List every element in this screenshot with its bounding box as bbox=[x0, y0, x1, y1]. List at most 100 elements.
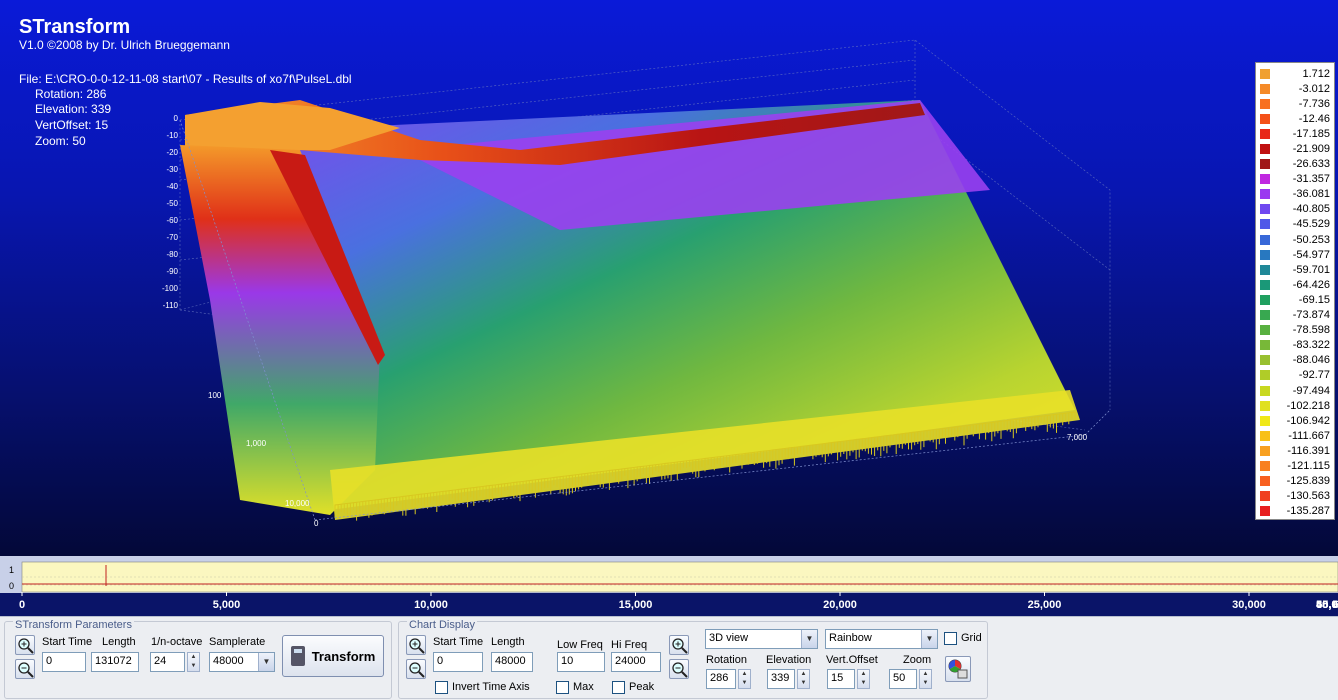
chart-length-input[interactable]: 48000 bbox=[491, 652, 533, 672]
palette-dropdown-icon[interactable]: ▼ bbox=[921, 630, 937, 648]
legend-item: -21.909 bbox=[1260, 141, 1330, 156]
control-panel: STransform Parameters Chart Display bbox=[0, 616, 1338, 700]
depth-tick: 1,000 bbox=[246, 439, 267, 448]
vert-offset-spinner[interactable]: ▲ ▼ bbox=[857, 669, 870, 689]
depth-axis-labels: 100 1,000 10,000 0 7,000 bbox=[208, 391, 1088, 528]
freq-zoom-in-button[interactable] bbox=[669, 635, 689, 655]
color-settings-button[interactable] bbox=[945, 656, 971, 682]
vert-offset-readout: VertOffset: 15 bbox=[35, 118, 109, 132]
legend-value: -7.736 bbox=[1298, 97, 1330, 110]
invert-time-axis-checkbox[interactable] bbox=[435, 681, 448, 694]
legend-value: -36.081 bbox=[1292, 188, 1330, 201]
legend-swatch bbox=[1260, 415, 1270, 426]
legend-value: -130.563 bbox=[1286, 490, 1330, 503]
z-tick: -70 bbox=[166, 233, 178, 242]
strip-x-label: 60,000 bbox=[1316, 599, 1338, 611]
legend-item: -88.046 bbox=[1260, 353, 1330, 368]
legend-value: -135.287 bbox=[1286, 505, 1330, 518]
view-mode-dropdown-icon[interactable]: ▼ bbox=[801, 630, 817, 648]
surface-peak bbox=[185, 102, 400, 160]
z-tick: -100 bbox=[162, 284, 179, 293]
legend-swatch bbox=[1260, 144, 1270, 155]
legend-swatch bbox=[1260, 68, 1270, 79]
low-freq-input[interactable]: 10 bbox=[557, 652, 605, 672]
legend-item: -26.633 bbox=[1260, 157, 1330, 172]
samplerate-dropdown-icon[interactable]: ▼ bbox=[258, 653, 274, 671]
legend-value: -31.357 bbox=[1292, 173, 1330, 186]
surface-front-edge bbox=[330, 390, 1080, 520]
transform-button[interactable]: Transform bbox=[282, 635, 384, 677]
palette-select[interactable]: Rainbow bbox=[825, 629, 938, 649]
vert-offset-input[interactable]: 15 bbox=[827, 669, 855, 689]
legend-swatch bbox=[1260, 370, 1270, 381]
legend-value: -125.839 bbox=[1286, 475, 1330, 488]
legend-swatch bbox=[1260, 294, 1270, 305]
chart-start-time-label: Start Time bbox=[433, 636, 484, 648]
legend-swatch bbox=[1260, 159, 1270, 170]
surface-noise-spikes bbox=[334, 411, 1076, 521]
octave-spinner[interactable]: ▲ ▼ bbox=[187, 652, 200, 672]
legend-item: -17.185 bbox=[1260, 126, 1330, 141]
legend-swatch bbox=[1260, 128, 1270, 139]
waveform-overview[interactable]: 1 0 0 5,000 10,000 15,000 20,000 25,000 30,000… bbox=[0, 556, 1338, 616]
max-checkbox[interactable] bbox=[556, 681, 569, 694]
chart-zoom-out-button[interactable] bbox=[406, 659, 426, 679]
zoom-in-icon bbox=[409, 638, 425, 654]
legend-item: -59.701 bbox=[1260, 262, 1330, 277]
z-tick: -20 bbox=[166, 148, 178, 157]
chart-display-title: Chart Display bbox=[407, 619, 478, 631]
vert-offset-label: Vert.Offset bbox=[826, 654, 878, 666]
hi-freq-input[interactable]: 24000 bbox=[611, 652, 661, 672]
legend-swatch bbox=[1260, 310, 1270, 321]
elevation-input[interactable]: 339 bbox=[767, 669, 795, 689]
chart-start-time-input[interactable]: 0 bbox=[433, 652, 483, 672]
start-time-input[interactable]: 0 bbox=[42, 652, 86, 672]
calculator-icon bbox=[290, 646, 305, 666]
zoom-out-icon bbox=[18, 662, 34, 678]
legend-swatch bbox=[1260, 476, 1270, 487]
legend-value: -116.391 bbox=[1287, 444, 1330, 457]
rotation-spinner[interactable]: ▲ ▼ bbox=[738, 669, 751, 689]
grid-label: Grid bbox=[961, 632, 982, 644]
grid-checkbox[interactable] bbox=[944, 632, 957, 645]
waveform-chart: 1 0 0 5,000 10,000 15,000 20,000 25,000 30,000… bbox=[0, 561, 1338, 616]
zoom-spinner[interactable]: ▲ ▼ bbox=[919, 669, 932, 689]
zoom-out-button[interactable] bbox=[15, 659, 35, 679]
length-input[interactable]: 131072 bbox=[91, 652, 139, 672]
zoom-in-button[interactable] bbox=[15, 635, 35, 655]
file-path: File: E:\CRO-0-0-12-11-08 start\07 - Res… bbox=[19, 72, 352, 86]
rotation-readout: Rotation: 286 bbox=[35, 87, 107, 101]
surface-diagonal-ridge bbox=[270, 150, 385, 365]
octave-input[interactable]: 24 bbox=[150, 652, 185, 672]
z-tick: -110 bbox=[163, 301, 179, 310]
view-mode-select[interactable]: 3D view bbox=[705, 629, 818, 649]
legend-value: -54.977 bbox=[1292, 248, 1330, 261]
legend-value: -45.529 bbox=[1292, 218, 1330, 231]
legend-item: 1.712 bbox=[1260, 66, 1330, 81]
strip-x-label: 55,000 bbox=[1316, 599, 1338, 611]
depth-tick: 10,000 bbox=[285, 499, 310, 508]
chart-display-group: Chart Display bbox=[398, 619, 988, 699]
legend-item: -40.805 bbox=[1260, 202, 1330, 217]
zoom-input[interactable]: 50 bbox=[889, 669, 917, 689]
legend-item: -64.426 bbox=[1260, 277, 1330, 292]
zoom-in-icon bbox=[672, 638, 688, 654]
legend-item: -7.736 bbox=[1260, 96, 1330, 111]
legend-item: -111.667 bbox=[1260, 428, 1330, 443]
rotation-input[interactable]: 286 bbox=[706, 669, 736, 689]
legend-value: -21.909 bbox=[1292, 143, 1330, 156]
chart-length-label: Length bbox=[491, 636, 525, 648]
spectrogram-plot[interactable]: 0 -10 -20 -30 -40 -50 -60 -70 -80 -90 -1… bbox=[0, 0, 1338, 556]
transform-button-label: Transform bbox=[311, 648, 376, 664]
legend-item: -106.942 bbox=[1260, 413, 1330, 428]
legend-value: -111.667 bbox=[1288, 429, 1330, 442]
elevation-spinner[interactable]: ▲ ▼ bbox=[797, 669, 810, 689]
chart-zoom-in-button[interactable] bbox=[406, 635, 426, 655]
strip-x-label: 50,000 bbox=[1316, 599, 1338, 611]
strip-x-label: 40,000 bbox=[1316, 599, 1338, 611]
freq-zoom-out-button[interactable] bbox=[669, 659, 689, 679]
legend-swatch bbox=[1260, 219, 1270, 230]
app-title: STransform bbox=[19, 16, 131, 38]
z-tick: -40 bbox=[166, 182, 178, 191]
peak-checkbox[interactable] bbox=[612, 681, 625, 694]
